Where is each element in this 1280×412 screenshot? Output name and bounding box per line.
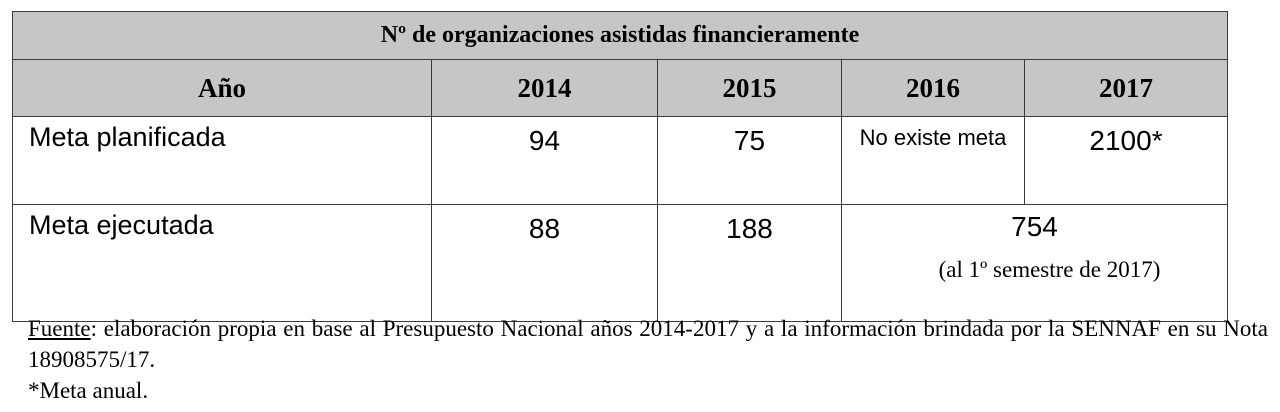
title-row: Nº de organizaciones asistidas financier… [11, 11, 1229, 60]
cell-planned-2016: No existe meta [841, 116, 1025, 205]
footer-notes: Fuente: elaboración propia en base al Pr… [28, 313, 1268, 406]
annual-note: *Meta anual. [28, 378, 149, 403]
row-label-executed: Meta ejecutada [12, 204, 432, 322]
table-title: Nº de organizaciones asistidas financier… [11, 11, 1229, 60]
cell-executed-2015: 188 [657, 204, 842, 322]
header-2015: 2015 [657, 59, 842, 117]
executed-merged-note: (al 1º semestre de 2017) [938, 257, 1161, 282]
header-2017: 2017 [1023, 59, 1229, 117]
source-text: : elaboración propia en base al Presupue… [28, 316, 1268, 372]
source-label: Fuente [28, 316, 91, 341]
header-year: Año [12, 59, 432, 117]
cell-executed-2014: 88 [431, 204, 658, 322]
header-2014: 2014 [431, 59, 658, 117]
cell-planned-2014: 94 [431, 116, 658, 205]
executed-merged-value: 754 [1011, 211, 1058, 242]
cell-planned-2015: 75 [657, 116, 842, 205]
header-row: Año 2014 2015 2016 2017 [12, 59, 1229, 117]
header-2016: 2016 [841, 59, 1025, 117]
cell-executed-2016-2017: 754 (al 1º semestre de 2017) [840, 204, 1229, 322]
source-line: Fuente: elaboración propia en base al Pr… [28, 313, 1268, 375]
table-row: Meta ejecutada 88 188 754 (al 1º semestr… [12, 204, 1229, 322]
cell-planned-2017: 2100* [1023, 116, 1229, 205]
row-label-planned: Meta planificada [12, 116, 432, 205]
table-row: Meta planificada 94 75 No existe meta 21… [12, 116, 1229, 205]
data-table: Nº de organizaciones asistidas financier… [11, 11, 1229, 322]
